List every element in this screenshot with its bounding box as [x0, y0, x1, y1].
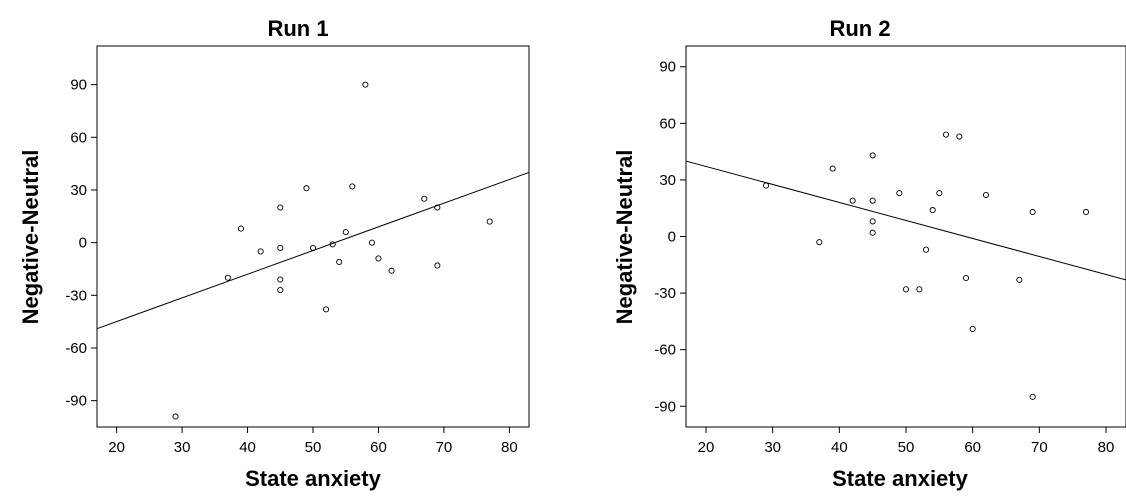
data-point: [869, 218, 876, 225]
regression-line: [685, 160, 1126, 281]
x-tick-label: 30: [764, 439, 781, 456]
run-2-panel: Run 2 20 30 40 50 60 70 80 -90 -60 -30 0 30 60 90 St…: [612, 16, 1126, 491]
x-tick-label: 50: [898, 439, 915, 456]
y-tick-label: 0: [668, 229, 676, 246]
chart-title: Run 1: [267, 16, 328, 41]
data-point: [323, 306, 330, 313]
data-point: [486, 218, 493, 225]
data-point: [869, 152, 876, 159]
data-point: [277, 244, 284, 251]
data-point: [929, 207, 936, 214]
y-tick-label: -60: [654, 342, 676, 359]
data-point: [434, 204, 441, 211]
y-tick-label: 60: [659, 115, 676, 132]
y-tick-label: 90: [70, 77, 87, 94]
data-point: [816, 239, 823, 246]
plot-frame: [96, 45, 530, 428]
data-point: [869, 229, 876, 236]
y-tick-label: 90: [659, 59, 676, 76]
y-tick-label: -30: [654, 285, 676, 302]
data-point: [922, 246, 930, 253]
x-tick-label: 70: [436, 439, 453, 456]
regression-line: [96, 171, 530, 330]
chart-title: Run 2: [829, 16, 890, 41]
x-tick-label: 80: [501, 439, 518, 456]
x-tick-label: 40: [831, 439, 848, 456]
data-point: [1016, 276, 1023, 283]
data-point: [916, 286, 923, 293]
data-point: [1029, 393, 1036, 400]
data-point: [1029, 208, 1036, 216]
y-tick-label: -90: [654, 398, 676, 415]
data-point: [368, 239, 375, 246]
data-point: [362, 81, 369, 88]
data-point: [277, 276, 284, 283]
data-point: [896, 190, 903, 197]
run-1-panel: Run 1 20 30 40 50 60 70 80 -90 -60 -30 0 30 60 90 St…: [18, 16, 530, 491]
y-tick-label: -90: [65, 393, 87, 410]
data-point: [829, 165, 836, 172]
data-point: [375, 255, 382, 262]
y-axis-ticks: -90 -60 -30 0 30 60 90: [654, 59, 686, 415]
y-tick-label: -30: [65, 287, 87, 304]
y-axis-title: Negative-Neutral: [612, 150, 637, 325]
data-point: [936, 190, 943, 197]
x-axis-title: State anxiety: [832, 466, 968, 491]
y-tick-label: 60: [70, 129, 87, 146]
x-tick-label: 50: [305, 439, 322, 456]
x-axis-ticks: 20 30 40 50 60 70 80: [698, 427, 1115, 456]
data-points: [762, 131, 1090, 400]
data-point: [388, 267, 395, 274]
x-tick-label: 20: [698, 439, 715, 456]
plot-frame: [685, 45, 1126, 428]
x-tick-label: 80: [1098, 439, 1115, 456]
data-point: [349, 183, 356, 190]
y-tick-label: -60: [65, 340, 87, 357]
data-point: [902, 286, 910, 293]
data-point: [982, 191, 990, 199]
data-point: [434, 262, 441, 269]
x-tick-label: 70: [1031, 439, 1048, 456]
x-tick-label: 60: [370, 439, 387, 456]
data-point: [962, 274, 970, 282]
y-axis-ticks: -90 -60 -30 0 30 60 90: [65, 77, 97, 410]
data-point: [942, 131, 950, 138]
x-axis-title: State anxiety: [245, 466, 381, 491]
data-point: [336, 258, 343, 266]
data-point: [421, 195, 428, 202]
data-point: [224, 274, 231, 281]
x-axis-ticks: 20 30 40 50 60 70 80: [108, 427, 518, 456]
data-point: [762, 182, 770, 189]
y-tick-label: 30: [659, 172, 676, 189]
data-point: [257, 248, 264, 255]
y-tick-label: 30: [70, 182, 87, 199]
data-point: [969, 325, 976, 332]
data-point: [849, 197, 856, 204]
data-point: [277, 204, 284, 211]
data-point: [1082, 208, 1090, 216]
data-point: [956, 133, 963, 140]
x-tick-label: 30: [174, 439, 191, 456]
data-point: [237, 225, 245, 232]
data-point: [869, 197, 876, 204]
x-tick-label: 60: [964, 439, 981, 456]
y-axis-title: Negative-Neutral: [18, 150, 43, 325]
y-tick-label: 0: [79, 235, 87, 252]
data-points: [172, 81, 493, 420]
data-point: [277, 287, 284, 294]
x-tick-label: 20: [108, 439, 125, 456]
data-point: [342, 229, 349, 236]
data-point: [303, 185, 310, 192]
data-point: [172, 413, 179, 420]
x-tick-label: 40: [239, 439, 256, 456]
